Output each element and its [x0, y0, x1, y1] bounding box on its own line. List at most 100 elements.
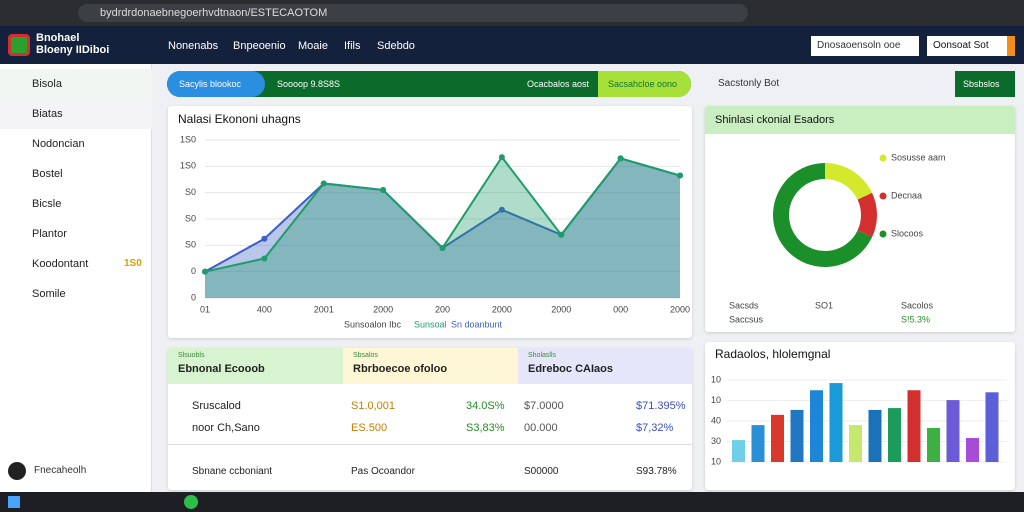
legend-swatch [879, 154, 887, 162]
legend-entry: Decnaa [891, 190, 922, 200]
search-input[interactable]: Dnosaoensoln ooe [811, 36, 919, 56]
bar [810, 390, 823, 462]
taskbar-app[interactable] [184, 495, 198, 509]
sidebar-item[interactable]: Biatas [0, 99, 152, 129]
legend-entry: SO1 [815, 300, 833, 310]
point [558, 231, 565, 238]
x-tick-label: 2000 [492, 304, 512, 314]
badge: 1S0 [124, 258, 142, 269]
app-header: Bnohael Bloeny IIDiboi Nonenabs Bnpeoenio… [0, 26, 1024, 64]
sidebar-item[interactable]: Bicsle [32, 198, 62, 210]
line-chart: Nalasi Ekononi uhagns 0 0 S0 S0 S0 1S0 1S0 01 400… [178, 112, 690, 329]
card-cell: noor Ch,Sano [192, 422, 260, 434]
nav-item[interactable]: Moaie [298, 40, 328, 52]
bar [966, 438, 979, 462]
sidebar-footer[interactable]: Fnecaheolh [34, 465, 87, 476]
card-cell: $71.395% [636, 400, 686, 412]
point [202, 268, 208, 275]
nav-item[interactable]: Sdebdo [377, 40, 415, 52]
sidebar-item[interactable]: Bostel [32, 168, 63, 180]
x-tick-label: 000 [613, 304, 628, 314]
card-footer: Pas Ocoandor [351, 466, 415, 477]
y-tick-label: S0 [185, 213, 196, 223]
x-tick-label: 01 [200, 304, 210, 314]
bar-chart: Radaolos, hlolemgnal 10 30 40 10 10 [711, 347, 1007, 466]
card-label: Slsuobls [178, 352, 205, 359]
sidebar-item[interactable]: Koodontant [32, 258, 89, 270]
bar [732, 440, 745, 462]
start-button[interactable] [8, 496, 20, 508]
point [320, 180, 327, 187]
x-tick-label: 2000 [670, 304, 690, 314]
y-tick-label: 0 [191, 292, 196, 302]
bar-panel: Radaolos, hlolemgnal 10 30 40 10 10 [705, 342, 1015, 490]
address-bar[interactable]: bydrdrdonaebnegoerhvdtnaon/ESTECAOTOM [78, 4, 748, 22]
card-footer: S93.78% [636, 466, 677, 477]
chart-title: Radaolos, hlolemgnal [715, 347, 830, 361]
card-cell: 00.000 [524, 422, 558, 434]
area [205, 158, 680, 298]
data-label: S!5.3% [901, 314, 930, 324]
nav-item[interactable]: Bnpeoenio [233, 40, 286, 52]
y-tick-label: 1S0 [180, 161, 196, 171]
point [261, 235, 268, 242]
y-tick-label: 10 [711, 374, 721, 384]
y-tick-label: 30 [711, 436, 721, 446]
point [380, 187, 387, 194]
bar [907, 390, 921, 462]
card-cell: ES.500 [351, 422, 388, 434]
footer-icon [8, 462, 26, 480]
legend-swatch [879, 230, 887, 238]
card-cell: S3,83% [466, 422, 505, 434]
donut-segment [825, 163, 873, 200]
x-tick-label: 2001 [314, 304, 334, 314]
point [261, 255, 268, 262]
sidebar-item[interactable]: Plantor [32, 228, 67, 240]
tab[interactable]: Soooop 9.8S8S [277, 79, 341, 89]
point [677, 172, 683, 179]
sidebar-item[interactable]: Bisola [0, 69, 152, 99]
action-button[interactable]: Oonsoat Sot [927, 36, 1015, 56]
chart-title: Nalasi Ekononi uhagns [178, 112, 301, 126]
sidebar-item[interactable]: Nodoncian [32, 138, 85, 150]
panel-header [705, 106, 1015, 134]
card-label: Sbsalos [353, 352, 378, 359]
search-button[interactable]: Sbsbslos [955, 71, 1015, 97]
x-tick-label: 200 [435, 304, 450, 314]
x-axis-label: Sunsoalon Ibc [344, 319, 402, 329]
chart-title: Shinlasi ckonial Esadors [715, 114, 835, 126]
card-title: Ebnonal Ecooob [178, 363, 265, 375]
card-cell: Sruscalod [192, 400, 241, 412]
taskbar [0, 492, 1024, 512]
donut-segment [857, 192, 877, 238]
card-cell: S1.0,001 [351, 400, 396, 412]
bar [868, 409, 882, 462]
line-panel: Nalasi Ekononi uhagns 0 0 S0 S0 S0 1S0 1S0 01 400… [168, 106, 692, 338]
donut-segment [773, 163, 873, 267]
legend-entry: Sunsoal [414, 319, 447, 329]
card-cell: 34.0S% [466, 400, 505, 412]
nav-item[interactable]: Nonenabs [168, 40, 219, 52]
y-tick-label: S0 [185, 187, 196, 197]
tab[interactable]: Sacylis blookoc [167, 71, 265, 97]
card-header [168, 348, 343, 384]
sidebar: Bisola Biatas Nodoncian Bostel Bicsle Pl… [0, 64, 152, 492]
card-title: Rbrboecoe ofoloo [353, 363, 448, 375]
search-label: Sacstonly Bot [718, 78, 780, 89]
bar [829, 383, 843, 462]
bar [985, 392, 999, 462]
sidebar-item[interactable]: Somile [32, 288, 66, 300]
nav-item[interactable]: Ifils [344, 40, 361, 52]
card-header [343, 348, 518, 384]
tab[interactable]: Sacsahcloe oono [598, 71, 691, 97]
browser-bar: bydrdrdonaebnegoerhvdtnaon/ESTECAOTOM [0, 0, 1024, 26]
card-cell: $7.0000 [524, 400, 564, 412]
bar [888, 408, 901, 462]
y-tick-label: 10 [711, 395, 721, 405]
point [439, 244, 446, 251]
tab[interactable]: Ocacbalos aost [527, 79, 590, 89]
legend-entry: Sacsds [729, 300, 759, 310]
x-tick-label: 2000 [551, 304, 571, 314]
donut-chart: Shinlasi ckonial Esadors Sosusse aam S!5.3… [705, 106, 1015, 324]
card-footer: S00000 [524, 466, 559, 477]
